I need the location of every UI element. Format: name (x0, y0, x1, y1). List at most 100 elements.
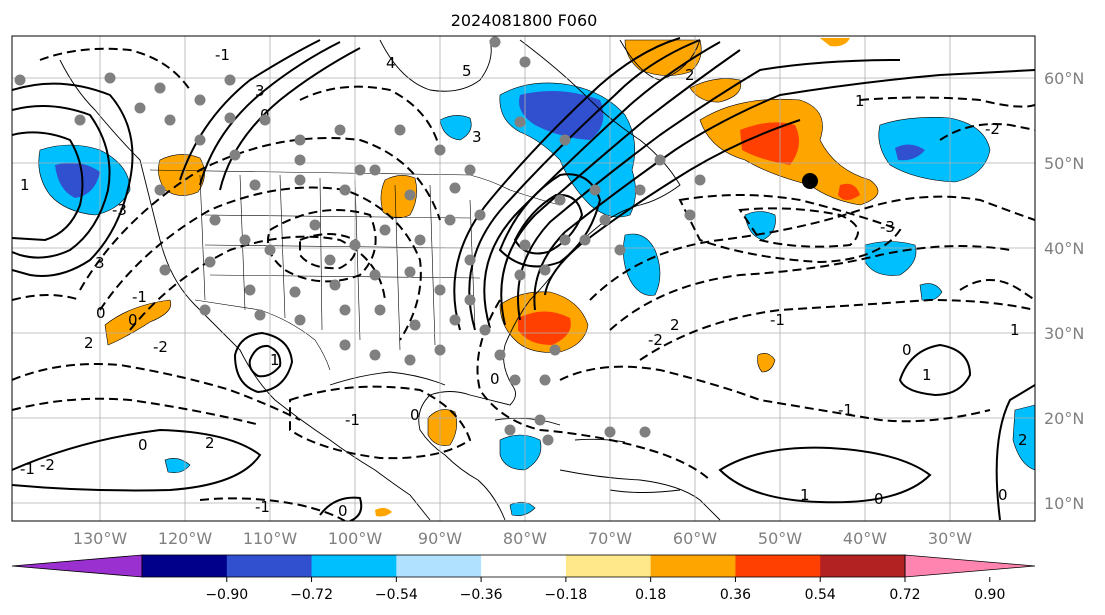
anomaly-negative (164, 458, 191, 473)
station-markers (14, 36, 706, 446)
station-dot (404, 266, 416, 278)
contour-line (199, 497, 346, 521)
station-dot (414, 234, 426, 246)
anomaly-positive (380, 175, 417, 219)
colorbar-tick-label: −0.90 (205, 587, 248, 603)
anomaly-negative (623, 233, 661, 296)
contour-line (12, 82, 134, 277)
station-dot (519, 56, 531, 68)
contour-line (718, 446, 932, 504)
contour-label: 0 (998, 486, 1008, 504)
anomaly-strong-positive (518, 311, 571, 345)
station-dot (104, 72, 116, 84)
contour-label: 3 (472, 128, 482, 146)
contour-line (99, 186, 422, 341)
contour-label: -2 (985, 120, 1000, 138)
contour-line (995, 384, 1035, 521)
lat-label: 60°N (1044, 69, 1084, 88)
colorbar-tick-label: 0.36 (720, 587, 751, 603)
station-dot (374, 304, 386, 316)
lat-label: 10°N (1044, 494, 1084, 513)
station-dot (404, 354, 416, 366)
station-dot (534, 414, 546, 426)
lon-label: 80°W (503, 529, 547, 548)
lat-label: 50°N (1044, 154, 1084, 173)
contour-line (959, 279, 1035, 301)
station-dot (589, 184, 601, 196)
station-dot (204, 256, 216, 268)
contour-line (299, 233, 357, 270)
station-dot (474, 209, 486, 221)
contour-label: -1 (770, 311, 785, 329)
station-dot (694, 174, 706, 186)
station-dot (479, 324, 491, 336)
station-dot (404, 189, 416, 201)
station-dot (369, 349, 381, 361)
contour-label: 0 (490, 370, 500, 388)
station-dot (249, 179, 261, 191)
contour-label: 2 (1018, 431, 1028, 449)
station-dot (309, 219, 321, 231)
anomaly-strong-negative (519, 91, 604, 140)
colorbar-segment (565, 555, 652, 577)
colorbar-tick-label: −0.18 (544, 587, 587, 603)
station-dot (289, 286, 301, 298)
contour-label: -1 (838, 401, 853, 419)
station-dot (519, 239, 531, 251)
contour-line (589, 195, 1035, 301)
anomaly-negative (439, 115, 472, 141)
contours-negative (12, 47, 1035, 521)
contour-line (12, 397, 261, 426)
station-dot (504, 424, 516, 436)
colorbar-tick-label: 0.18 (635, 587, 666, 603)
lon-label: 90°W (418, 529, 462, 548)
storm-center-marker (802, 173, 818, 189)
station-dot (434, 144, 446, 156)
station-dot (514, 116, 526, 128)
station-dot (684, 209, 696, 221)
station-dot (194, 94, 206, 106)
contour-label: -2 (40, 456, 55, 474)
contour-line (12, 131, 84, 242)
coastline-caribbean (494, 417, 681, 493)
colorbar-tick-label: 0.90 (974, 587, 1005, 603)
anomaly-positive (375, 507, 392, 517)
contour-line (939, 123, 1035, 141)
anomaly-positive (820, 38, 850, 47)
contour-line (859, 96, 1035, 108)
station-dot (539, 374, 551, 386)
anomaly-positive (689, 78, 742, 103)
colorbar-segment (226, 555, 313, 577)
anomaly-positive (757, 353, 776, 373)
contour-label: 2 (84, 334, 94, 352)
colorbar-extend-low (11, 554, 143, 578)
contour-labels: 3 5 4 3 1 2 0 3 -1 0 2 1 0 -1 0 2 -2 -1 … (20, 46, 1028, 520)
coastline-hudson (379, 39, 492, 92)
station-dot (244, 284, 256, 296)
station-dot (542, 434, 554, 446)
station-dot (409, 319, 421, 331)
station-dot (209, 214, 221, 226)
colorbar-segment (396, 555, 482, 577)
contour-label: 1 (1010, 321, 1020, 339)
contour-label: -3 (880, 218, 895, 236)
contour-line (513, 193, 584, 255)
station-dot (134, 102, 146, 114)
station-dot (339, 304, 351, 316)
contour-line (533, 69, 1035, 311)
contour-label: 0 (410, 406, 420, 424)
colorbar-ticks: −0.90 −0.72 −0.54 −0.36 −0.18 0.18 0.36 0.54 0.7… (205, 577, 1005, 603)
station-dot (159, 264, 171, 276)
colorbar-segment (481, 555, 567, 577)
station-dot (294, 134, 306, 146)
contour-label: -1 (20, 460, 35, 478)
station-dot (329, 279, 341, 291)
contour-label: 5 (462, 62, 472, 80)
contour-line (738, 207, 859, 248)
colorbar-tick-label: −0.54 (375, 587, 418, 603)
station-dot (339, 339, 351, 351)
contour-label: 1 (20, 176, 30, 194)
contour-label: 2 (685, 66, 695, 84)
contour-line (453, 37, 681, 331)
station-dot (369, 164, 381, 176)
